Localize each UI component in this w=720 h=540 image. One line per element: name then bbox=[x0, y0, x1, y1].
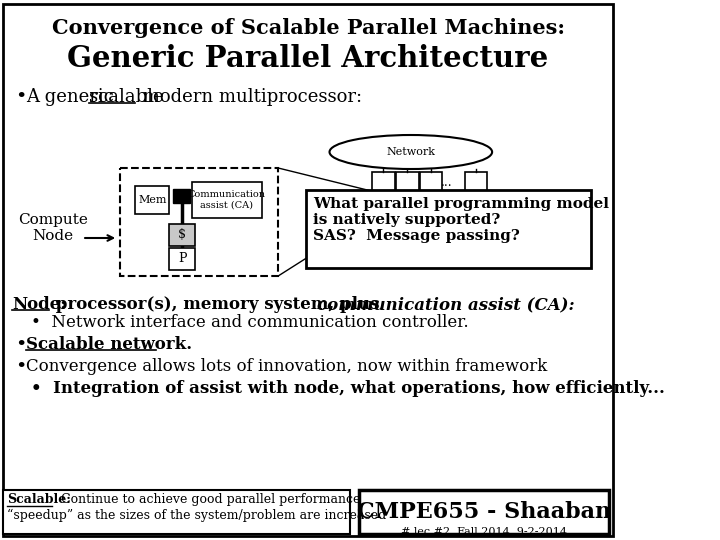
FancyBboxPatch shape bbox=[120, 168, 278, 276]
Text: Communication
assist (CA): Communication assist (CA) bbox=[188, 190, 266, 210]
Text: Network: Network bbox=[387, 147, 436, 157]
Text: A generic: A generic bbox=[26, 88, 120, 106]
FancyBboxPatch shape bbox=[307, 190, 591, 268]
Text: Node:: Node: bbox=[12, 296, 66, 313]
FancyBboxPatch shape bbox=[372, 172, 395, 194]
FancyBboxPatch shape bbox=[464, 172, 487, 194]
FancyBboxPatch shape bbox=[173, 189, 190, 203]
Text: Generic Parallel Architecture: Generic Parallel Architecture bbox=[68, 44, 549, 73]
Text: •  Network interface and communication controller.: • Network interface and communication co… bbox=[31, 314, 469, 331]
Text: Compute
Node: Compute Node bbox=[18, 213, 88, 243]
Text: •  Integration of assist with node, what operations, how efficiently...: • Integration of assist with node, what … bbox=[31, 380, 665, 397]
Text: •: • bbox=[15, 336, 27, 354]
Text: What parallel programming model
is natively supported?
SAS?  Message passing?: What parallel programming model is nativ… bbox=[313, 197, 609, 244]
Text: processor(s), memory system, plus: processor(s), memory system, plus bbox=[50, 296, 385, 313]
Text: # lec #2  Fall 2014  9-2-2014: # lec #2 Fall 2014 9-2-2014 bbox=[402, 527, 567, 537]
Text: Scalable network.: Scalable network. bbox=[26, 336, 192, 353]
Text: CMPE655 - Shaaban: CMPE655 - Shaaban bbox=[357, 501, 611, 523]
Text: Mem: Mem bbox=[138, 195, 166, 205]
FancyBboxPatch shape bbox=[192, 182, 262, 218]
Text: •: • bbox=[15, 358, 27, 376]
FancyBboxPatch shape bbox=[420, 172, 443, 194]
FancyBboxPatch shape bbox=[4, 490, 350, 534]
Text: ...: ... bbox=[441, 177, 453, 190]
FancyBboxPatch shape bbox=[359, 490, 609, 534]
Ellipse shape bbox=[330, 135, 492, 169]
Text: modern multiprocessor:: modern multiprocessor: bbox=[137, 88, 362, 106]
FancyBboxPatch shape bbox=[4, 4, 613, 536]
FancyBboxPatch shape bbox=[169, 224, 195, 246]
FancyBboxPatch shape bbox=[396, 172, 418, 194]
Text: Continue to achieve good parallel performance: Continue to achieve good parallel perfor… bbox=[53, 493, 361, 506]
Text: P: P bbox=[178, 253, 186, 266]
Text: Scalable:: Scalable: bbox=[7, 493, 71, 506]
Text: $: $ bbox=[179, 228, 186, 241]
Text: Convergence allows lots of innovation, now within framework: Convergence allows lots of innovation, n… bbox=[26, 358, 547, 375]
Text: communication assist (CA):: communication assist (CA): bbox=[317, 296, 575, 313]
FancyBboxPatch shape bbox=[135, 186, 169, 214]
Text: scalable: scalable bbox=[89, 88, 163, 106]
Text: Convergence of Scalable Parallel Machines:: Convergence of Scalable Parallel Machine… bbox=[52, 18, 564, 38]
FancyBboxPatch shape bbox=[169, 248, 195, 270]
Text: “speedup” as the sizes of the system/problem are increased: “speedup” as the sizes of the system/pro… bbox=[7, 509, 386, 522]
Text: •: • bbox=[15, 88, 27, 106]
